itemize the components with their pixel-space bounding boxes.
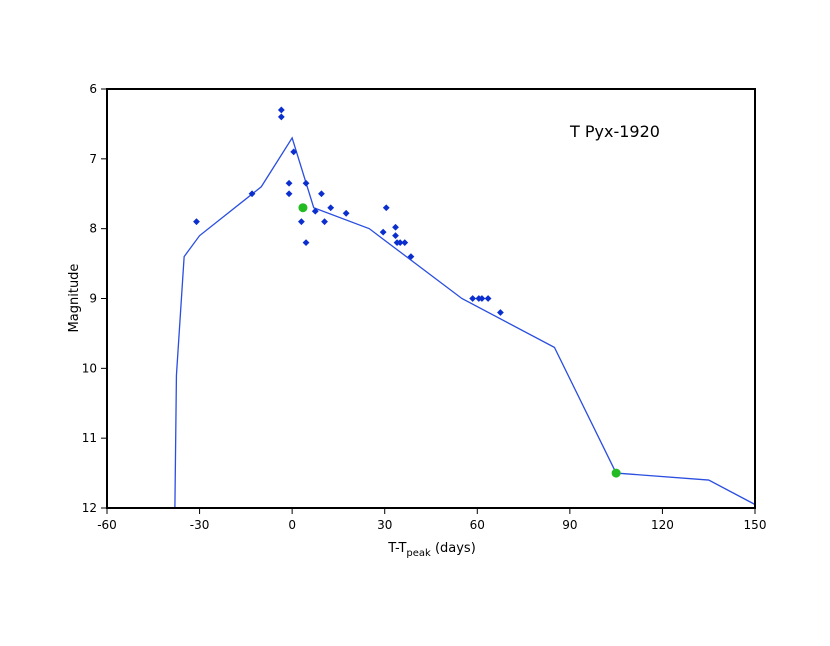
- x-axis-title-suffix: (days): [431, 541, 476, 556]
- plot-area-frame: [106, 88, 756, 509]
- x-axis-title-main: T-T: [387, 541, 406, 556]
- data-point-diamond: [311, 207, 319, 215]
- x-tick-label: 150: [744, 518, 767, 532]
- data-point-diamond: [392, 223, 399, 231]
- data-point-diamond: [484, 295, 492, 302]
- y-tick-label: 12: [82, 501, 97, 515]
- data-point-diamond: [396, 239, 404, 247]
- data-point-diamond: [478, 295, 486, 302]
- y-tick-label: 11: [82, 431, 97, 445]
- x-tick-label: 0: [288, 518, 296, 532]
- data-point-diamond: [285, 179, 293, 187]
- y-tick-label: 10: [82, 361, 97, 375]
- data-point-diamond: [298, 218, 305, 226]
- axis-ticks-layer: -60 -30 0 30 60 90 120 150 6 7 8 9 10 11 12: [82, 82, 767, 532]
- y-tick-label: 6: [89, 82, 97, 96]
- data-point-diamond: [469, 295, 477, 302]
- x-tick-label: -60: [97, 518, 117, 532]
- highlight-point-circle: [611, 468, 621, 478]
- highlight-point-circle: [298, 203, 308, 213]
- data-point-diamond: [327, 204, 335, 212]
- data-point-diamond: [277, 113, 285, 121]
- data-marks-layer: [174, 106, 756, 509]
- data-point-diamond: [302, 179, 310, 187]
- data-point-diamond: [193, 218, 200, 226]
- data-point-diamond: [248, 190, 256, 198]
- data-point-diamond: [318, 190, 325, 198]
- x-axis-title-subscript: peak: [406, 548, 431, 559]
- model-curve-line: [174, 136, 756, 509]
- data-point-diamond: [407, 253, 415, 260]
- data-point-diamond: [321, 218, 328, 226]
- data-point-diamond: [497, 309, 504, 316]
- data-point-diamond: [401, 239, 409, 247]
- data-point-diamond: [382, 204, 390, 212]
- data-point-diamond: [277, 106, 285, 114]
- x-tick-label: 120: [651, 518, 674, 532]
- x-tick-label: 30: [377, 518, 392, 532]
- y-tick-label: 7: [89, 152, 97, 166]
- x-tick-label: 60: [470, 518, 485, 532]
- data-point-diamond: [302, 239, 310, 247]
- data-point-diamond: [290, 148, 298, 156]
- y-tick-label: 8: [89, 222, 97, 236]
- chart-annotation-label: T Pyx-1920: [569, 122, 660, 141]
- x-axis-title: T-Tpeak (days): [387, 541, 476, 559]
- y-tick-label: 9: [89, 292, 97, 306]
- x-tick-label: -30: [190, 518, 210, 532]
- data-point-diamond: [342, 209, 350, 217]
- y-axis-title: Magnitude: [67, 264, 82, 333]
- data-point-diamond: [379, 228, 387, 236]
- data-point-diamond: [392, 232, 399, 240]
- data-point-diamond: [285, 190, 293, 198]
- x-tick-label: 90: [562, 518, 577, 532]
